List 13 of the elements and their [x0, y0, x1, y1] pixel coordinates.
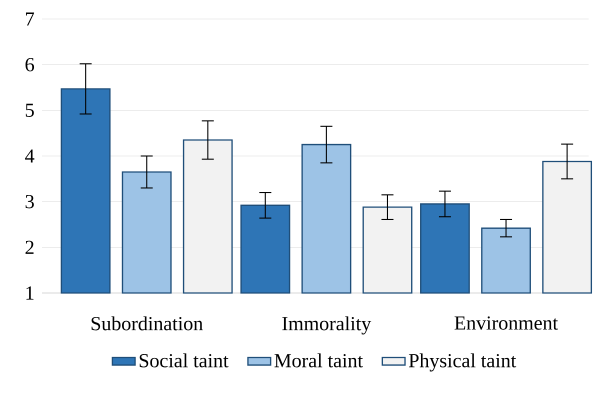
- y-tick-label: 1: [26, 286, 34, 300]
- y-tick-label: 5: [26, 104, 34, 117]
- x-tick-label: Immorality: [282, 316, 372, 334]
- x-tick-label: Subordination: [92, 316, 203, 330]
- legend-label: Physical taint: [408, 353, 516, 372]
- legend-label: Moral taint: [274, 353, 363, 368]
- x-tick-label: Environment: [454, 316, 558, 330]
- y-tick-label: 6: [26, 58, 34, 72]
- y-tick-label: 3: [26, 194, 34, 208]
- legend-label: Social taint: [140, 353, 228, 368]
- y-tick-label: 2: [26, 240, 34, 254]
- y-tick-label: 4: [25, 149, 34, 163]
- y-tick-label: 7: [26, 12, 34, 26]
